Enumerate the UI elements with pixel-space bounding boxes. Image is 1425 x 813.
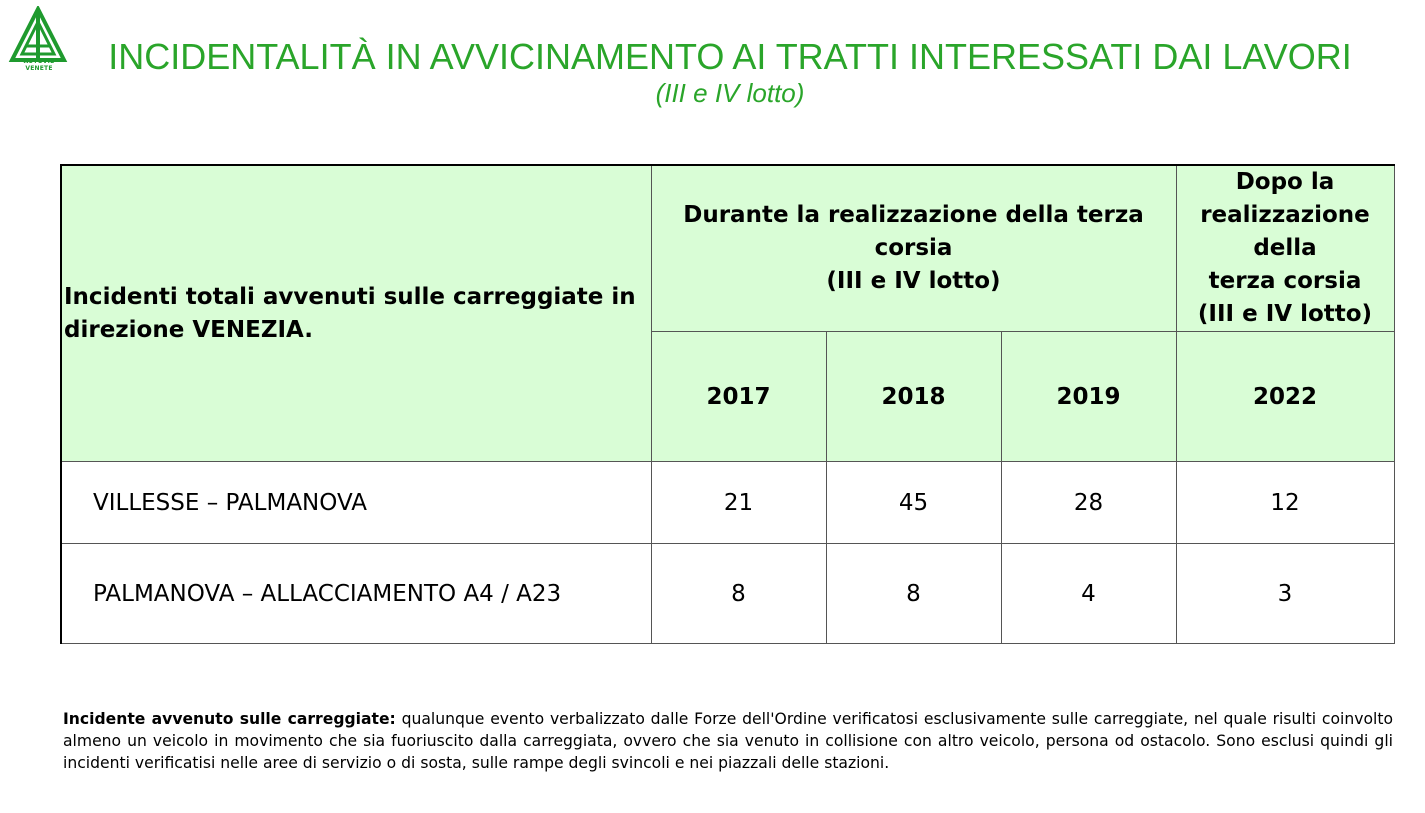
row-value: 12 [1175,461,1395,544]
header-after-line4: (III e IV lotto) [1197,301,1373,327]
row-value: 8 [650,543,827,644]
year-header-2019: 2019 [1000,331,1177,462]
logo-icon [8,6,68,62]
header-after-works: Dopo la realizzazione della terza corsia… [1175,164,1395,332]
header-after-line1: Dopo la [1235,169,1335,195]
footnote-text: qualunque evento verbalizzato dalle Forz… [63,710,1394,772]
page-subtitle: (III e IV lotto) [655,78,805,108]
header-description-line2: direzione VENEZIA. [64,316,314,343]
row-value: 45 [825,461,1002,544]
table-header-description: Incidenti totali avvenuti sulle carreggi… [60,164,652,462]
row-label: PALMANOVA – ALLACCIAMENTO A4 / A23 [60,543,652,644]
page-title: INCIDENTALITÀ IN AVVICINAMENTO AI TRATTI… [108,36,1352,77]
footnote: Incidente avvenuto sulle carreggiate: qu… [63,708,1393,774]
table-row: PALMANOVA – ALLACCIAMENTO A4 / A23 8 8 4… [60,543,1395,644]
header-after-line3: terza corsia [1208,268,1362,294]
row-value: 3 [1175,543,1395,644]
header-during-works: Durante la realizzazione della terza cor… [650,164,1177,332]
row-value: 28 [1000,461,1177,544]
row-value: 21 [650,461,827,544]
incidents-table: Incidenti totali avvenuti sulle carreggi… [60,164,1395,644]
header-during-line1: Durante la realizzazione della terza cor… [683,202,1144,261]
row-value: 8 [825,543,1002,644]
row-value: 4 [1000,543,1177,644]
header-during-line2: (III e IV lotto) [826,268,1001,294]
footnote-term: Incidente avvenuto sulle carreggiate: [63,710,396,728]
header-after-line2: realizzazione della [1200,202,1370,261]
table-row: VILLESSE – PALMANOVA 21 45 28 12 [60,461,1395,544]
year-header-2018: 2018 [825,331,1002,462]
header-description-line1: Incidenti totali avvenuti sulle carreggi… [64,283,636,310]
logo-text: AUTOVIE VENETE [23,58,55,72]
year-header-2017: 2017 [650,331,827,462]
row-label: VILLESSE – PALMANOVA [60,461,652,544]
year-header-2022: 2022 [1175,331,1395,462]
